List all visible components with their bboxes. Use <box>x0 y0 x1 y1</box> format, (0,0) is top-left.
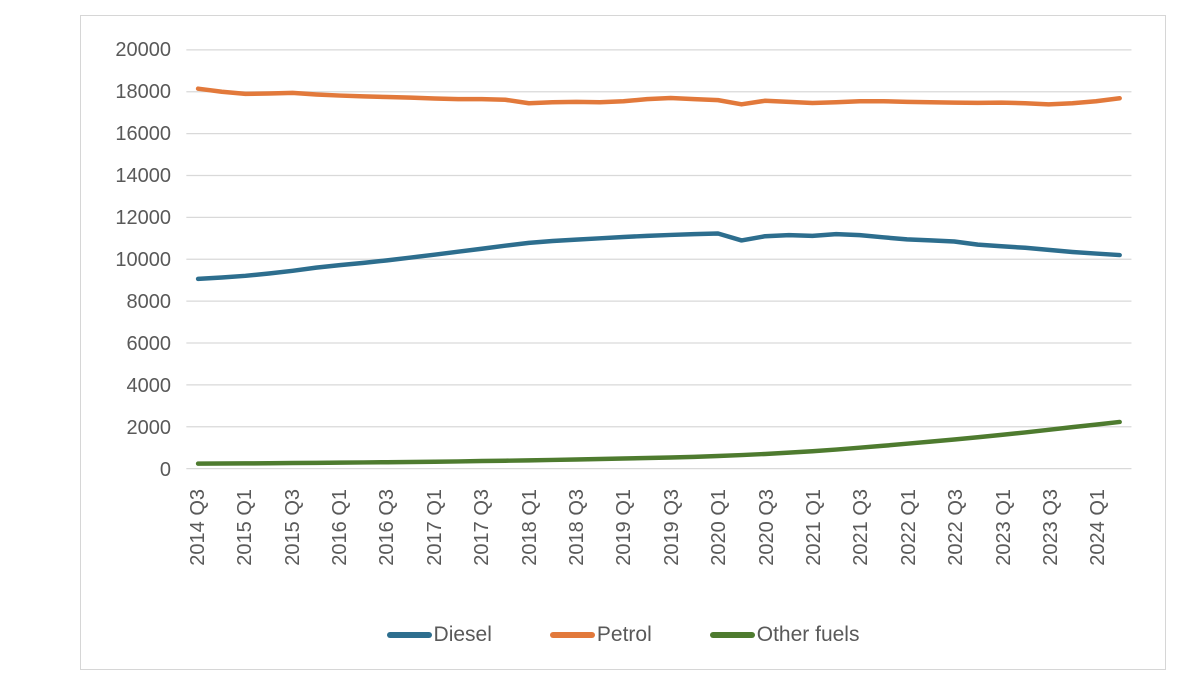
x-tick-label-2014-q3: 2014 Q3 <box>186 489 209 566</box>
y-tick-label-8000: 8000 <box>126 291 172 313</box>
x-tick-label-2020-q1: 2020 Q1 <box>708 489 731 566</box>
y-tick-label-20000: 20000 <box>115 39 171 61</box>
x-tick-label-2024-q1: 2024 Q1 <box>1087 489 1110 566</box>
x-tick-label-2018-q1: 2018 Q1 <box>518 489 541 566</box>
x-tick-label-2022-q3: 2022 Q3 <box>945 489 968 566</box>
x-tick-label-2018-q3: 2018 Q3 <box>566 489 589 566</box>
legend-label: Other fuels <box>756 623 860 646</box>
series-line-petrol <box>195 86 1122 107</box>
legend-item-petrol: Petrol <box>549 623 652 647</box>
y-tick-label-2000: 2000 <box>126 417 172 439</box>
x-tick-label-2017-q1: 2017 Q1 <box>423 489 446 566</box>
x-tick-label-2015-q1: 2015 Q1 <box>234 489 257 566</box>
legend-label: Diesel <box>433 623 492 646</box>
y-tick-label-0: 0 <box>159 459 171 481</box>
legend-item-diesel: Diesel <box>386 623 492 647</box>
y-tick-label-12000: 12000 <box>115 207 171 229</box>
x-tick-label-2017-q3: 2017 Q3 <box>471 489 494 566</box>
legend-line-icon <box>386 632 432 638</box>
chart-legend: Diesel Petrol Other fuels <box>81 618 1165 652</box>
y-tick-label-16000: 16000 <box>115 123 171 145</box>
chart-frame: 0 2000 4000 6000 8000 10000 12000 14000 16000 180… <box>80 15 1166 670</box>
y-tick-label-6000: 6000 <box>126 333 172 355</box>
x-tick-label-2021-q3: 2021 Q3 <box>850 489 873 566</box>
legend-line-icon <box>549 632 595 638</box>
y-tick-label-18000: 18000 <box>115 81 171 103</box>
x-tick-label-2019-q1: 2019 Q1 <box>613 489 636 566</box>
y-tick-label-10000: 10000 <box>115 249 171 271</box>
series-line-diesel <box>195 231 1122 282</box>
legend-item-other-fuels: Other fuels <box>709 623 860 647</box>
y-tick-label-14000: 14000 <box>115 165 171 187</box>
x-tick-label-2016-q3: 2016 Q3 <box>376 489 399 566</box>
x-tick-label-2019-q3: 2019 Q3 <box>660 489 683 566</box>
line-chart-plot <box>186 49 1132 470</box>
y-tick-label-4000: 4000 <box>126 375 172 397</box>
x-tick-label-2023-q1: 2023 Q1 <box>992 489 1015 566</box>
x-tick-label-2016-q1: 2016 Q1 <box>329 489 352 566</box>
x-tick-label-2021-q1: 2021 Q1 <box>803 489 826 566</box>
x-tick-label-2022-q1: 2022 Q1 <box>897 489 920 566</box>
x-tick-label-2023-q3: 2023 Q3 <box>1040 489 1063 566</box>
x-tick-label-2020-q3: 2020 Q3 <box>755 489 778 566</box>
legend-label: Petrol <box>596 623 652 646</box>
series-line-other-fuels <box>195 419 1122 466</box>
x-tick-label-2015-q3: 2015 Q3 <box>281 489 304 566</box>
legend-line-icon <box>709 632 755 638</box>
